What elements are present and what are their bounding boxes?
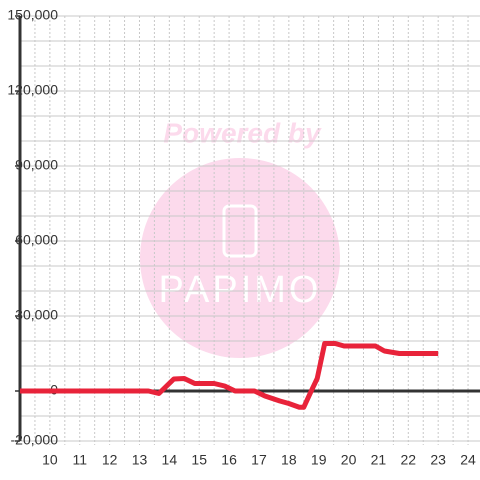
x-tick-label: 16 xyxy=(221,452,237,468)
x-tick-label: 14 xyxy=(162,452,178,468)
x-tick-label: 12 xyxy=(102,452,118,468)
watermark-circle xyxy=(140,158,340,358)
y-tick-label: 90,000 xyxy=(15,157,58,173)
y-tick-label: 150,000 xyxy=(7,7,58,23)
x-tick-label: 18 xyxy=(281,452,297,468)
y-tick-label: 30,000 xyxy=(15,307,58,323)
watermark: Powered by PAPIMO xyxy=(140,117,340,358)
x-tick-label: 23 xyxy=(430,452,446,468)
y-tick-label: -20,000 xyxy=(11,432,59,448)
x-tick-label: 15 xyxy=(191,452,207,468)
watermark-logo: PAPIMO xyxy=(159,269,322,311)
y-tick-label: 120,000 xyxy=(7,82,58,98)
watermark-text: Powered by xyxy=(163,117,322,148)
x-tick-label: 17 xyxy=(251,452,267,468)
x-tick-label: 21 xyxy=(371,452,387,468)
x-tick-label: 10 xyxy=(42,452,58,468)
x-tick-label: 24 xyxy=(460,452,476,468)
data-line xyxy=(20,341,439,410)
x-tick-label: 19 xyxy=(311,452,327,468)
x-tick-label: 11 xyxy=(72,452,87,468)
x-tick-label: 13 xyxy=(132,452,148,468)
plot-area: -20,000030,00060,00090,000120,000150,000… xyxy=(7,7,480,468)
x-tick-label: 22 xyxy=(401,452,417,468)
x-tick-label: 20 xyxy=(341,452,357,468)
watermark-phone xyxy=(222,204,258,258)
y-tick-label: 60,000 xyxy=(15,232,58,248)
